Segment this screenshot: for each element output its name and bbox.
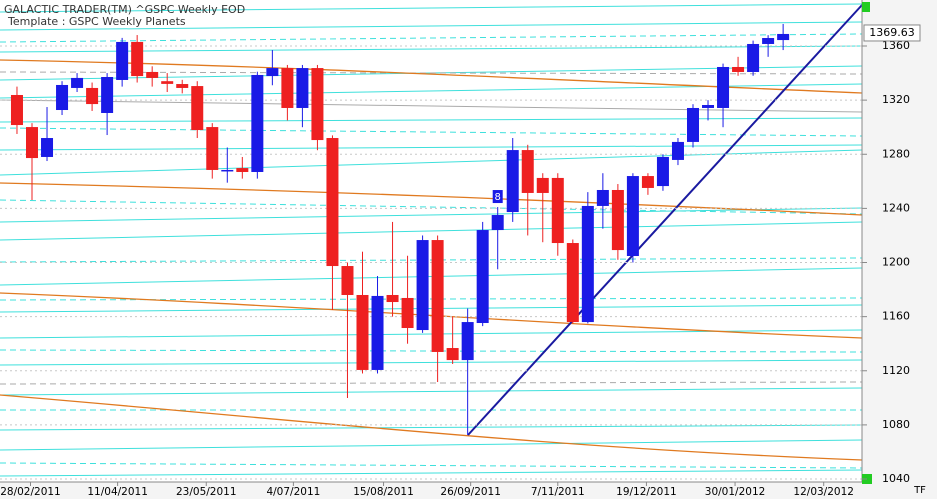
candle-body bbox=[732, 66, 745, 72]
candle-body bbox=[341, 266, 354, 295]
candle-body bbox=[326, 138, 339, 267]
candle-body bbox=[206, 127, 219, 170]
candle-body bbox=[386, 294, 399, 303]
candle-body bbox=[10, 94, 23, 126]
corner-label: TF bbox=[913, 485, 926, 496]
candle-body bbox=[116, 41, 129, 80]
candle-body bbox=[581, 205, 594, 323]
y-tick-label: 1320 bbox=[882, 93, 910, 106]
candle-body bbox=[356, 294, 369, 370]
y-tick-label: 1240 bbox=[882, 201, 910, 214]
last-price-label: 1369.63 bbox=[869, 26, 915, 39]
y-tick-label: 1280 bbox=[882, 147, 910, 160]
candle-body bbox=[71, 77, 84, 88]
candle-body bbox=[461, 322, 474, 361]
corner-marker bbox=[862, 2, 870, 12]
candle-body bbox=[611, 189, 624, 251]
candle-body bbox=[671, 141, 684, 160]
candle-body bbox=[401, 297, 414, 329]
candle-body bbox=[566, 243, 579, 323]
candle-body bbox=[25, 127, 38, 159]
last-price-box bbox=[863, 24, 921, 42]
chart-subtitle: Template : GSPC Weekly Planets bbox=[7, 15, 186, 28]
candle-body bbox=[176, 84, 189, 88]
x-tick-label: 7/11/2011 bbox=[531, 486, 585, 498]
marker-box bbox=[492, 190, 503, 204]
candle-body bbox=[56, 84, 69, 111]
candle-body bbox=[536, 177, 549, 193]
candle-body bbox=[86, 87, 99, 105]
candle-body bbox=[596, 189, 609, 206]
candle-body bbox=[551, 177, 564, 244]
x-tick-label: 12/03/2012 bbox=[793, 486, 854, 498]
x-tick-label: 11/04/2011 bbox=[87, 486, 148, 498]
candle-body bbox=[431, 240, 444, 352]
y-tick-label: 1120 bbox=[882, 364, 910, 377]
candle-body bbox=[236, 168, 249, 172]
y-tick-label: 1360 bbox=[882, 39, 910, 52]
x-tick-label: 4/07/2011 bbox=[266, 486, 320, 498]
y-axis-area bbox=[862, 0, 937, 499]
candle-body bbox=[101, 76, 114, 113]
x-tick-label: 26/09/2011 bbox=[440, 486, 501, 498]
candle-body bbox=[446, 348, 459, 361]
candle-body bbox=[416, 240, 429, 331]
x-tick-label: 28/02/2011 bbox=[0, 486, 61, 498]
candle-body bbox=[281, 68, 294, 108]
y-tick-label: 1200 bbox=[882, 256, 910, 269]
marker-label: 8 bbox=[495, 192, 501, 203]
candle-body bbox=[641, 176, 654, 188]
candle-body bbox=[146, 71, 159, 78]
candle-body bbox=[476, 230, 489, 324]
candle-body bbox=[777, 33, 790, 41]
candle-body bbox=[296, 68, 309, 108]
candle-body bbox=[717, 66, 730, 108]
candle-body bbox=[626, 176, 639, 257]
candle-body bbox=[521, 150, 534, 193]
candle-body bbox=[311, 68, 324, 141]
x-tick-label: 23/05/2011 bbox=[176, 486, 237, 498]
candle-body bbox=[221, 169, 234, 172]
candle-body bbox=[686, 107, 699, 142]
candle-body bbox=[656, 156, 669, 187]
candles bbox=[0, 23, 862, 480]
candle-body bbox=[131, 41, 144, 77]
candle-body bbox=[161, 81, 174, 84]
x-tick-label: 19/12/2011 bbox=[616, 486, 677, 498]
candle-body bbox=[191, 86, 204, 131]
candle-body bbox=[266, 68, 279, 77]
x-tick-label: 15/08/2011 bbox=[353, 486, 414, 498]
candle-body bbox=[371, 295, 384, 370]
candle-body bbox=[506, 150, 519, 213]
candle-body bbox=[491, 215, 504, 231]
x-axis-area bbox=[0, 482, 862, 499]
candle-body bbox=[41, 138, 54, 157]
candle-body bbox=[251, 74, 264, 172]
y-tick-label: 1040 bbox=[882, 472, 910, 485]
y-tick-label: 1080 bbox=[882, 418, 910, 431]
chart-title: GALACTIC TRADER(TM) ^GSPC Weekly EOD bbox=[4, 3, 245, 16]
candle-body bbox=[747, 43, 760, 72]
x-tick-label: 30/01/2012 bbox=[705, 486, 766, 498]
candle-body bbox=[702, 105, 715, 108]
y-tick-label: 1160 bbox=[882, 310, 910, 323]
candle-body bbox=[762, 38, 775, 44]
